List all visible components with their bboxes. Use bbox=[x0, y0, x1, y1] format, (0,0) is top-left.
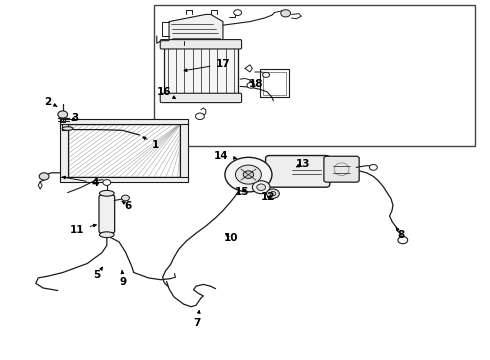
Bar bbox=[68, 124, 180, 177]
Text: 12: 12 bbox=[261, 192, 276, 202]
FancyBboxPatch shape bbox=[160, 40, 242, 49]
Bar bbox=[164, 45, 238, 97]
Circle shape bbox=[281, 10, 291, 17]
Circle shape bbox=[267, 189, 279, 198]
Text: 2: 2 bbox=[45, 96, 57, 107]
Bar bbox=[263, 72, 286, 95]
Bar bbox=[60, 177, 188, 182]
Text: 3: 3 bbox=[71, 113, 78, 123]
Text: 7: 7 bbox=[193, 310, 201, 328]
Circle shape bbox=[39, 173, 49, 180]
Polygon shape bbox=[169, 14, 223, 43]
Text: 6: 6 bbox=[122, 201, 132, 211]
Circle shape bbox=[225, 157, 272, 192]
Circle shape bbox=[263, 72, 270, 77]
FancyBboxPatch shape bbox=[99, 195, 115, 233]
Circle shape bbox=[398, 237, 408, 244]
Text: 17: 17 bbox=[184, 59, 230, 72]
Bar bbox=[60, 119, 188, 124]
Text: 16: 16 bbox=[157, 87, 175, 99]
Circle shape bbox=[196, 113, 204, 120]
Text: 18: 18 bbox=[248, 78, 263, 89]
Bar bbox=[180, 122, 188, 179]
Text: 10: 10 bbox=[224, 233, 239, 243]
Text: 5: 5 bbox=[94, 267, 102, 280]
Circle shape bbox=[243, 171, 254, 179]
Circle shape bbox=[234, 10, 242, 15]
Text: 1: 1 bbox=[143, 137, 159, 150]
Ellipse shape bbox=[62, 127, 73, 130]
Text: 9: 9 bbox=[120, 271, 127, 287]
Text: 14: 14 bbox=[214, 150, 236, 161]
Circle shape bbox=[122, 195, 129, 201]
Circle shape bbox=[369, 165, 377, 170]
Text: 11: 11 bbox=[70, 224, 97, 235]
Bar bbox=[60, 122, 68, 179]
Text: 13: 13 bbox=[295, 159, 310, 169]
Bar bbox=[154, 5, 475, 146]
Circle shape bbox=[236, 165, 261, 184]
Text: 15: 15 bbox=[235, 186, 250, 197]
Ellipse shape bbox=[99, 232, 114, 238]
Circle shape bbox=[252, 181, 270, 194]
Circle shape bbox=[270, 192, 276, 196]
Circle shape bbox=[247, 82, 255, 88]
Text: 8: 8 bbox=[396, 227, 404, 240]
Circle shape bbox=[103, 180, 111, 185]
FancyBboxPatch shape bbox=[266, 156, 330, 187]
FancyBboxPatch shape bbox=[324, 156, 359, 182]
Circle shape bbox=[58, 111, 68, 118]
FancyBboxPatch shape bbox=[160, 93, 242, 103]
Text: 4: 4 bbox=[63, 176, 99, 188]
Ellipse shape bbox=[99, 190, 114, 196]
Bar bbox=[260, 69, 289, 97]
Circle shape bbox=[257, 184, 266, 190]
